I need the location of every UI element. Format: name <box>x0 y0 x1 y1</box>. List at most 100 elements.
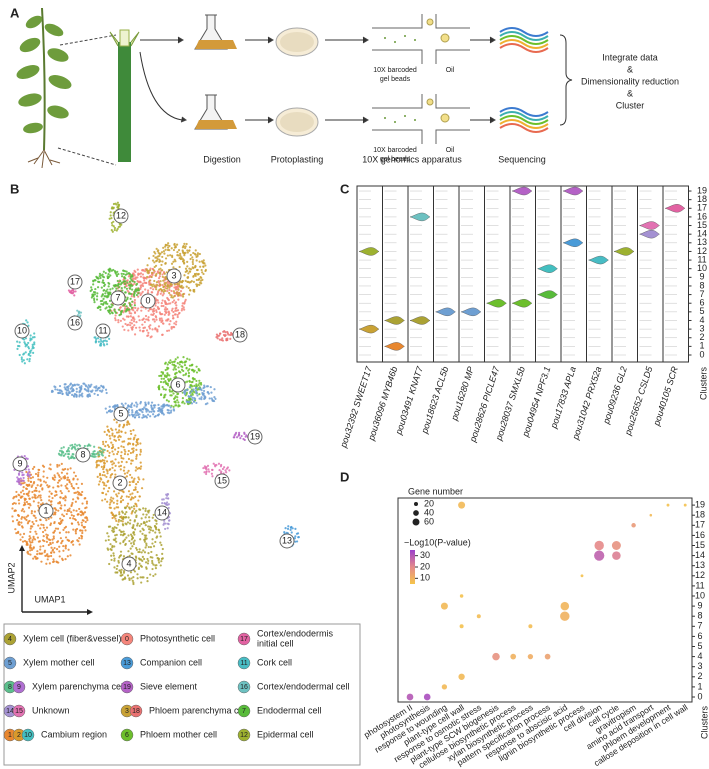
umap-point <box>128 423 131 426</box>
umap-point <box>80 534 83 537</box>
umap-point <box>206 391 210 394</box>
umap-point <box>137 307 140 310</box>
umap-point <box>155 285 158 288</box>
umap-point <box>205 466 208 469</box>
umap-point <box>191 368 194 371</box>
umap-point <box>173 366 176 369</box>
umap-point <box>129 304 132 308</box>
umap-point <box>157 403 160 406</box>
umap-point <box>101 281 104 284</box>
umap-point <box>23 455 26 458</box>
umap-point <box>115 526 118 530</box>
summary-text: & <box>627 64 633 74</box>
umap-point <box>67 531 70 534</box>
umap-point <box>88 385 92 389</box>
umap-point <box>66 538 69 541</box>
y-tick-label: 12 <box>697 246 707 256</box>
umap-point <box>134 289 137 292</box>
umap-point <box>134 488 137 491</box>
y-tick-label: 11 <box>695 580 704 590</box>
umap-point <box>107 479 110 482</box>
umap-point <box>137 566 141 569</box>
cluster-label: 12 <box>116 210 126 220</box>
umap-point <box>171 361 174 364</box>
umap-point <box>132 582 135 586</box>
umap-point <box>28 497 31 500</box>
umap-point <box>181 361 184 364</box>
umap-point <box>147 559 150 562</box>
umap-point <box>146 557 149 561</box>
umap-point <box>214 465 217 468</box>
umap-point <box>37 475 40 478</box>
umap-point <box>115 567 118 571</box>
umap-point <box>218 468 221 472</box>
enrichment-dot <box>611 541 621 550</box>
umap-point <box>26 358 29 361</box>
umap-point <box>54 388 57 391</box>
umap-point <box>52 560 56 563</box>
umap-point <box>75 387 78 390</box>
umap-point <box>223 466 226 469</box>
umap-point <box>159 283 162 286</box>
umap-point <box>80 388 83 391</box>
legend-number: 11 <box>240 660 247 667</box>
umap-point <box>175 287 178 290</box>
cluster-badge <box>247 429 263 445</box>
umap-point <box>163 313 166 316</box>
umap-point <box>103 295 106 298</box>
umap-point <box>198 277 201 281</box>
umap-point <box>111 287 114 290</box>
umap-point <box>45 519 48 522</box>
cluster-badge <box>121 556 137 572</box>
legend-label: Xylem cell (fiber&vessel) <box>23 633 122 643</box>
umap-point <box>147 319 150 322</box>
umap-point <box>160 263 163 267</box>
umap-point <box>116 523 119 526</box>
umap-point <box>143 320 146 324</box>
y-tick-label: 18 <box>697 194 707 204</box>
umap-point <box>160 557 164 560</box>
umap-point <box>107 268 110 271</box>
umap-point <box>114 311 118 314</box>
umap-point <box>77 383 80 386</box>
umap-point <box>138 466 141 470</box>
umap-point <box>17 344 20 348</box>
umap-point <box>121 578 124 581</box>
umap-point <box>76 521 80 524</box>
umap-point <box>190 388 194 391</box>
umap-point <box>99 343 102 346</box>
umap-point <box>148 275 151 278</box>
umap-point <box>135 457 138 460</box>
umap-point <box>194 386 198 390</box>
umap-point <box>58 501 61 504</box>
panel-label: A <box>10 5 20 20</box>
umap-point <box>73 517 76 521</box>
umap-point <box>167 361 171 364</box>
umap-point <box>70 482 73 486</box>
umap-point <box>109 476 112 479</box>
umap-point <box>59 490 62 493</box>
umap-point <box>183 254 186 257</box>
umap-point <box>134 495 137 498</box>
umap-point <box>99 276 102 280</box>
umap-point <box>62 514 66 518</box>
gene-label: pou04954 NPF3.1 <box>520 365 552 439</box>
umap-point <box>181 400 185 403</box>
umap-point <box>203 396 206 399</box>
umap-point <box>74 500 77 503</box>
umap-point <box>60 542 63 545</box>
umap-point <box>149 336 152 339</box>
legend-number: 3 <box>125 708 129 715</box>
umap-point <box>131 509 134 513</box>
umap-point <box>189 253 192 257</box>
step-label: 10X genomics apparatus <box>362 154 462 164</box>
legend-number: 8 <box>8 684 12 691</box>
umap-point <box>155 260 158 263</box>
umap-point <box>129 273 132 276</box>
umap-point <box>121 325 124 328</box>
umap-point <box>70 485 73 488</box>
umap-point <box>116 452 119 456</box>
y-tick-label: 0 <box>697 691 702 701</box>
umap-point <box>21 482 25 485</box>
umap-point <box>56 541 59 544</box>
